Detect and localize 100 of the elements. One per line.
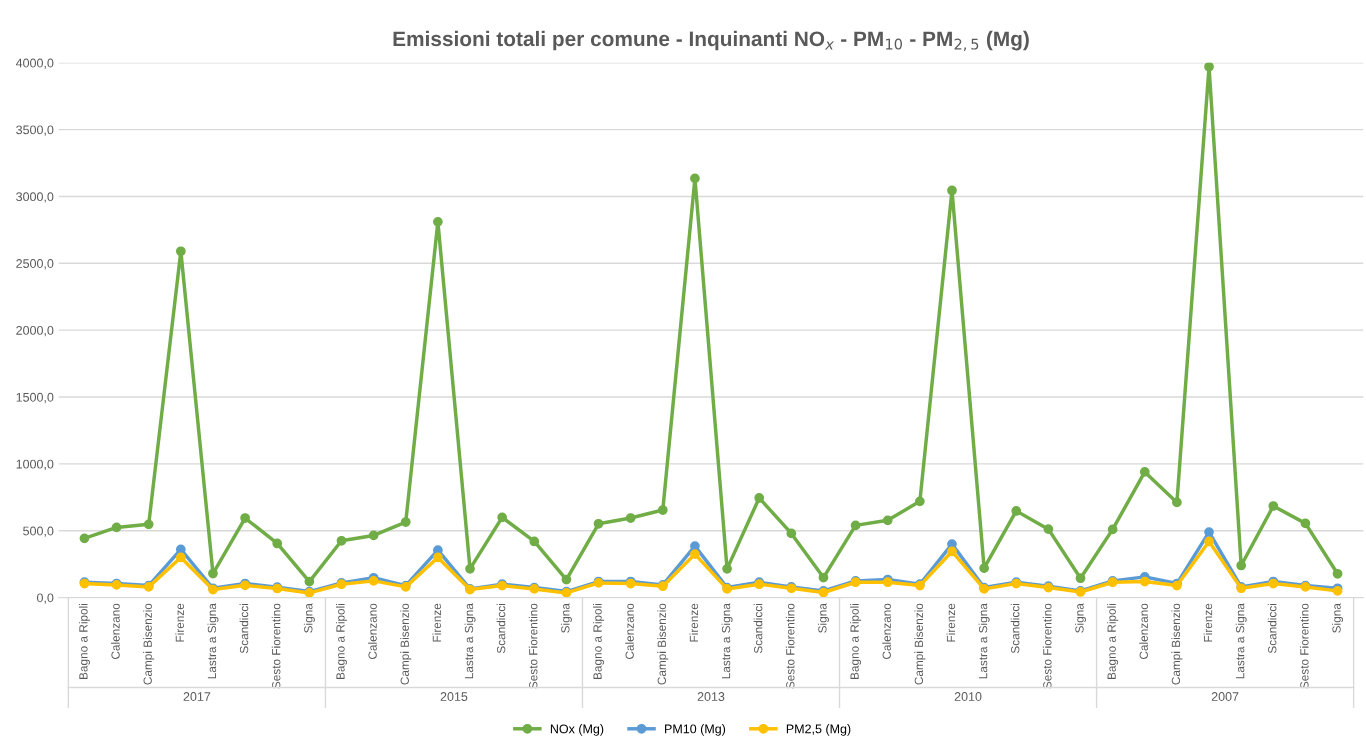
point bbox=[1139, 576, 1150, 587]
y-tick-label: 0,0 bbox=[36, 593, 54, 604]
y-tick-label: 3500,0 bbox=[16, 125, 54, 136]
point bbox=[433, 552, 443, 563]
point bbox=[979, 563, 989, 574]
point bbox=[1011, 506, 1022, 516]
point bbox=[143, 519, 154, 530]
point bbox=[1139, 467, 1150, 477]
point bbox=[882, 515, 893, 526]
point bbox=[1172, 497, 1182, 508]
x-tick-label: Campi Bisenzio bbox=[400, 603, 412, 685]
point bbox=[240, 513, 250, 523]
x-tick-label: Firenze bbox=[175, 603, 185, 642]
point bbox=[1043, 524, 1054, 535]
point bbox=[304, 576, 315, 587]
x-tick-label: Lastra a Signa bbox=[721, 603, 733, 679]
point bbox=[79, 533, 90, 544]
x-tick-label: Scandicci bbox=[1010, 603, 1020, 654]
point bbox=[1204, 62, 1214, 72]
point bbox=[818, 572, 829, 583]
point bbox=[690, 173, 700, 184]
point bbox=[561, 574, 572, 585]
x-tick-label: Firenze bbox=[1203, 603, 1213, 642]
x-tick-label: Scandicci bbox=[1267, 603, 1277, 654]
point bbox=[529, 536, 540, 547]
x-tick-label: Campi Bisenzio bbox=[657, 603, 669, 685]
x-tick-label: Lastra a Signa bbox=[1235, 603, 1247, 679]
point bbox=[1204, 536, 1214, 547]
point bbox=[368, 576, 379, 586]
text: 2013 bbox=[697, 692, 725, 701]
x-tick-label: Signa bbox=[560, 603, 572, 633]
point bbox=[272, 538, 283, 549]
x-tick-label: Scandicci bbox=[496, 603, 506, 654]
y-tick-label: 1500,0 bbox=[16, 392, 54, 404]
y-tick-label: 4000,0 bbox=[15, 58, 54, 69]
point bbox=[625, 513, 636, 523]
x-tick-label: Bagno a Ripoli bbox=[335, 603, 347, 679]
point bbox=[690, 541, 700, 551]
point bbox=[400, 517, 411, 527]
x-tick-label: Campi Bisenzio bbox=[143, 603, 155, 685]
chart-title: Emissioni totali per comune - Inquinanti NO$_{x}$ - PM$_{10}$ - PM$_{2,5}$ (Mg) bbox=[393, 30, 1029, 52]
x-tick-label: Bagno a Ripoli bbox=[593, 603, 605, 679]
point bbox=[1236, 560, 1247, 571]
point bbox=[786, 528, 797, 539]
point bbox=[690, 549, 700, 560]
point bbox=[1300, 518, 1311, 529]
text: 2010 bbox=[954, 692, 982, 701]
y-tick-label: 500,0 bbox=[23, 526, 54, 537]
y-tick-label: 1000,0 bbox=[16, 459, 54, 471]
point bbox=[1204, 527, 1214, 537]
x-tick-label: Firenze bbox=[689, 603, 699, 642]
point bbox=[175, 246, 186, 257]
x-tick-label: Campi Bisenzio bbox=[1171, 603, 1183, 685]
x-tick-label: Signa bbox=[817, 603, 829, 633]
x-tick-label: Firenze bbox=[432, 603, 442, 642]
x-tick-label: Scandicci bbox=[753, 603, 763, 654]
point bbox=[336, 535, 347, 546]
point bbox=[947, 546, 957, 557]
x-tick-label: Bagno a Ripoli bbox=[78, 603, 90, 679]
x-tick-label: Calenzano bbox=[882, 603, 891, 659]
text: 2007 bbox=[1211, 692, 1239, 701]
point bbox=[1107, 524, 1118, 535]
point bbox=[465, 563, 475, 574]
point bbox=[593, 518, 604, 529]
x-tick-label: Campi Bisenzio bbox=[914, 603, 926, 685]
x-tick-label: Lastra a Signa bbox=[464, 603, 476, 679]
point bbox=[657, 505, 668, 515]
y-tick-label: 2500,0 bbox=[16, 259, 54, 270]
x-tick-label: Calenzano bbox=[1139, 603, 1148, 659]
point bbox=[433, 217, 443, 227]
x-tick-label: Signa bbox=[1332, 603, 1344, 633]
x-tick-label: Firenze bbox=[946, 603, 956, 642]
x-tick-label: Bagno a Ripoli bbox=[1107, 603, 1119, 679]
point bbox=[947, 185, 957, 196]
x-tick-label: Lastra a Signa bbox=[978, 603, 990, 679]
x-tick-label: Calenzano bbox=[625, 603, 634, 659]
point bbox=[722, 563, 732, 574]
point bbox=[208, 568, 218, 579]
legend-label: NOx (Mg) bbox=[550, 724, 604, 736]
point bbox=[175, 552, 186, 563]
point bbox=[1075, 573, 1086, 584]
y-tick-label: 2000,0 bbox=[16, 325, 54, 337]
point bbox=[850, 520, 861, 531]
point bbox=[914, 496, 925, 507]
x-tick-label: Bagno a Ripoli bbox=[850, 603, 862, 679]
x-tick-label: Calenzano bbox=[368, 603, 377, 659]
x-tick-label: Calenzano bbox=[111, 603, 120, 659]
x-tick-label: Lastra a Signa bbox=[207, 603, 219, 679]
text: 2017 bbox=[183, 692, 211, 701]
point bbox=[1332, 568, 1343, 579]
point bbox=[497, 512, 508, 523]
legend-label: PM10 (Mg) bbox=[665, 724, 726, 736]
point bbox=[1268, 501, 1279, 511]
text: 2015 bbox=[440, 692, 468, 701]
point bbox=[368, 530, 379, 541]
legend-label: PM2,5 (Mg) bbox=[786, 724, 851, 736]
x-tick-label: Scandicci bbox=[239, 603, 249, 654]
x-tick-label: Signa bbox=[303, 603, 315, 633]
point bbox=[754, 493, 765, 503]
x-tick-label: Signa bbox=[1075, 603, 1087, 633]
